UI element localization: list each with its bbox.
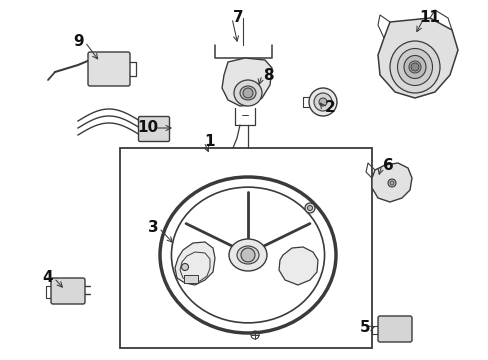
Circle shape <box>387 179 395 187</box>
Ellipse shape <box>408 61 420 73</box>
Polygon shape <box>371 163 411 202</box>
Text: 2: 2 <box>324 100 335 116</box>
Bar <box>120 148 371 348</box>
FancyBboxPatch shape <box>88 52 130 86</box>
Circle shape <box>308 88 336 116</box>
Text: 6: 6 <box>382 158 392 172</box>
Ellipse shape <box>403 55 425 78</box>
Text: 7: 7 <box>232 10 243 26</box>
Text: 9: 9 <box>74 35 84 49</box>
FancyBboxPatch shape <box>51 278 85 304</box>
Ellipse shape <box>228 239 266 271</box>
Polygon shape <box>279 247 317 285</box>
Polygon shape <box>377 18 457 98</box>
Text: 5: 5 <box>359 320 369 336</box>
Polygon shape <box>222 58 271 106</box>
Circle shape <box>389 181 393 185</box>
Circle shape <box>241 248 254 262</box>
Polygon shape <box>175 242 215 285</box>
Text: 8: 8 <box>262 68 273 82</box>
Bar <box>183 275 198 283</box>
Circle shape <box>313 93 331 111</box>
Ellipse shape <box>237 246 259 264</box>
Text: 3: 3 <box>147 220 158 235</box>
Ellipse shape <box>234 80 262 106</box>
Circle shape <box>307 206 312 211</box>
Circle shape <box>305 203 314 213</box>
Ellipse shape <box>397 49 431 85</box>
Ellipse shape <box>240 86 256 100</box>
Text: 1: 1 <box>204 135 215 149</box>
FancyBboxPatch shape <box>138 117 169 141</box>
Circle shape <box>318 98 326 106</box>
Text: 4: 4 <box>42 270 53 285</box>
Text: 10: 10 <box>137 121 158 135</box>
FancyBboxPatch shape <box>377 316 411 342</box>
Circle shape <box>243 88 252 98</box>
Text: 11: 11 <box>419 10 440 26</box>
Circle shape <box>181 264 188 270</box>
Ellipse shape <box>389 41 439 93</box>
Circle shape <box>410 63 418 71</box>
